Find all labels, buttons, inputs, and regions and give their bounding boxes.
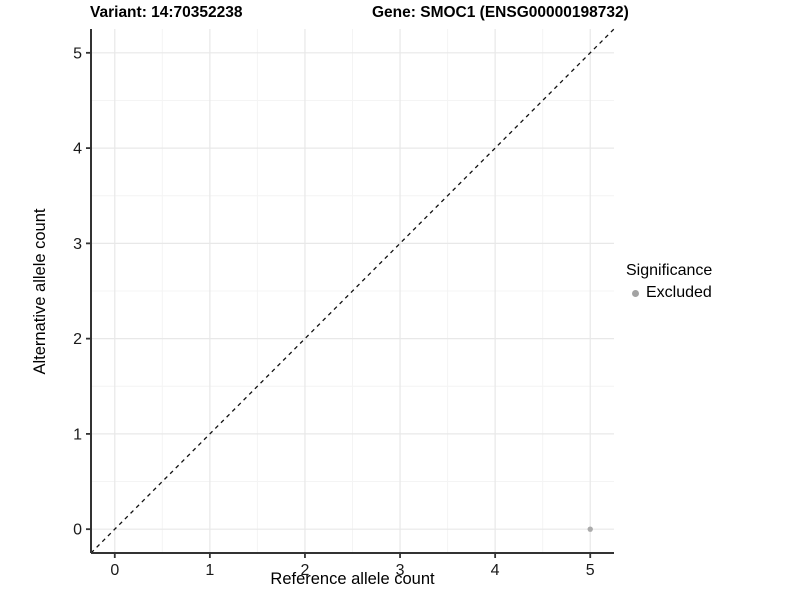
legend-dot-icon xyxy=(631,289,639,297)
y-tick-label: 2 xyxy=(73,331,82,348)
x-tick-label: 3 xyxy=(396,562,405,579)
plot-canvas: 0 1 2 3 4 5 0 1 2 3 4 5 xyxy=(73,28,615,579)
legend-item: Excluded xyxy=(626,283,712,303)
data-point xyxy=(587,526,593,532)
x-tick-label: 2 xyxy=(301,562,310,579)
legend-title: Significance xyxy=(626,262,713,279)
y-tick-label: 1 xyxy=(73,426,82,443)
plot-panel: 0 1 2 3 4 5 0 1 2 3 4 5 xyxy=(73,28,615,579)
y-tick-label: 5 xyxy=(73,45,82,62)
variant-title: Variant: 14:70352238 xyxy=(90,4,243,21)
gene-title: Gene: SMOC1 (ENSG00000198732) xyxy=(372,4,629,21)
legend: Significance Excluded xyxy=(626,262,712,303)
legend-key xyxy=(626,284,644,302)
x-tick-label: 0 xyxy=(110,562,119,579)
x-axis-title: Reference allele count xyxy=(270,570,435,588)
y-tick-label: 3 xyxy=(73,236,82,253)
y-axis-title: Alternative allele count xyxy=(31,208,49,375)
identity-dashed-line xyxy=(90,28,615,554)
y-tick-label: 0 xyxy=(73,522,82,539)
x-tick-label: 5 xyxy=(586,562,595,579)
legend-item-label: Excluded xyxy=(646,284,712,301)
legend-items: Excluded xyxy=(626,283,712,303)
x-tick-label: 1 xyxy=(205,562,214,579)
x-tick-label: 4 xyxy=(491,562,500,579)
y-tick-label: 4 xyxy=(73,141,82,158)
